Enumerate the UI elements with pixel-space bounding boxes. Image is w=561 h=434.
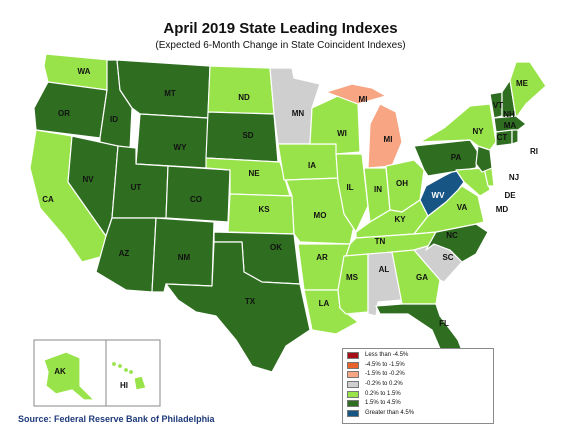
state-label-ak: AK [54, 367, 66, 376]
legend-row: -4.5% to -1.5% [347, 361, 489, 371]
state-mi-upper[interactable] [325, 83, 387, 105]
state-label-ct: CT [497, 133, 508, 142]
legend-label: Less than -4.5% [365, 352, 409, 359]
legend-swatch [347, 409, 359, 417]
state-label-pa: PA [451, 153, 462, 162]
hawaii-inset-box [105, 339, 161, 407]
state-ga[interactable] [391, 249, 441, 305]
state-label-co: CO [190, 195, 202, 204]
state-label-il: IL [346, 183, 353, 192]
state-label-mo: MO [314, 211, 327, 220]
legend-row: -1.5% to -0.2% [347, 370, 489, 380]
state-label-de: DE [504, 191, 516, 200]
legend-label: -0.2% to 0.2% [365, 381, 403, 388]
state-label-az: AZ [119, 249, 130, 258]
state-label-ok: OK [270, 243, 282, 252]
state-tx[interactable] [165, 241, 311, 373]
state-label-la: LA [319, 299, 330, 308]
state-label-ks: KS [258, 205, 270, 214]
state-label-me: ME [516, 79, 529, 88]
legend-row: 1.5% to 4.5% [347, 399, 489, 409]
state-label-wv: WV [432, 191, 446, 200]
state-label-ca: CA [42, 195, 54, 204]
state-label-or: OR [58, 109, 70, 118]
state-label-tx: TX [245, 297, 256, 306]
legend-swatch [347, 371, 359, 379]
state-label-ny: NY [472, 127, 484, 136]
state-label-ut: UT [131, 183, 142, 192]
legend-label: 0.2% to 1.5% [365, 390, 401, 397]
state-label-sd: SD [242, 131, 253, 140]
legend-row: 0.2% to 1.5% [347, 389, 489, 399]
state-label-ri: RI [530, 147, 538, 156]
legend-swatch [347, 390, 359, 398]
state-label-ky: KY [394, 215, 406, 224]
state-hi[interactable] [110, 360, 147, 391]
state-label-ms: MS [346, 273, 359, 282]
state-label-id: ID [110, 115, 118, 124]
state-label-wy: WY [174, 143, 188, 152]
state-labels: WA OR CA ID NV MT WY UT CO AZ NM ND SD N… [42, 67, 538, 390]
state-label-md: MD [496, 205, 509, 214]
state-label-nh: NH [503, 110, 515, 119]
legend: Less than -4.5% -4.5% to -1.5% -1.5% to -0… [342, 348, 494, 424]
state-label-ar: AR [316, 253, 328, 262]
state-label-mi-upper: MI [359, 95, 368, 104]
state-label-wa: WA [78, 67, 91, 76]
legend-swatch [347, 400, 359, 408]
state-me[interactable] [509, 61, 547, 119]
source-note: Source: Federal Reserve Bank of Philadel… [18, 414, 215, 424]
state-label-vt: VT [493, 101, 503, 110]
state-wy[interactable] [135, 113, 209, 169]
state-label-nc: NC [446, 231, 458, 240]
legend-row: Greater than 4.5% [347, 409, 489, 419]
legend-row: -0.2% to 0.2% [347, 380, 489, 390]
state-label-nj: NJ [509, 173, 519, 182]
state-label-ga: GA [416, 273, 428, 282]
state-co[interactable] [165, 165, 231, 223]
state-label-wi: WI [337, 129, 347, 138]
legend-label: -4.5% to -1.5% [365, 361, 405, 368]
state-label-mi: MI [384, 135, 393, 144]
state-label-in: IN [374, 185, 382, 194]
legend-label: Greater than 4.5% [365, 409, 415, 416]
state-label-sc: SC [442, 253, 453, 262]
state-label-nv: NV [82, 175, 94, 184]
state-label-ne: NE [248, 169, 260, 178]
state-ms[interactable] [337, 253, 369, 315]
legend-row: Less than -4.5% [347, 351, 489, 361]
state-ri[interactable] [511, 129, 519, 145]
state-label-mn: MN [292, 109, 305, 118]
state-label-ma: MA [504, 121, 517, 130]
state-or[interactable] [33, 81, 108, 139]
state-label-tn: TN [375, 237, 386, 246]
state-label-fl: FL [439, 319, 449, 328]
map-subtitle: (Expected 6-Month Change in State Coinci… [155, 40, 406, 51]
legend-label: -1.5% to -0.2% [365, 371, 405, 378]
state-label-oh: OH [396, 179, 408, 188]
legend-swatch [347, 361, 359, 369]
legend-label: 1.5% to 4.5% [365, 400, 401, 407]
state-ak[interactable] [43, 351, 95, 401]
state-label-va: VA [457, 203, 468, 212]
state-label-nm: NM [178, 253, 191, 262]
state-label-al: AL [379, 265, 390, 274]
state-label-mt: MT [164, 89, 176, 98]
state-label-ia: IA [308, 161, 316, 170]
state-label-hi: HI [120, 381, 128, 390]
map-title: April 2019 State Leading Indexes [163, 20, 398, 37]
state-nd[interactable] [207, 65, 275, 115]
state-ma[interactable] [493, 115, 527, 133]
legend-swatch [347, 381, 359, 389]
legend-swatch [347, 352, 359, 360]
state-label-nd: ND [238, 93, 250, 102]
